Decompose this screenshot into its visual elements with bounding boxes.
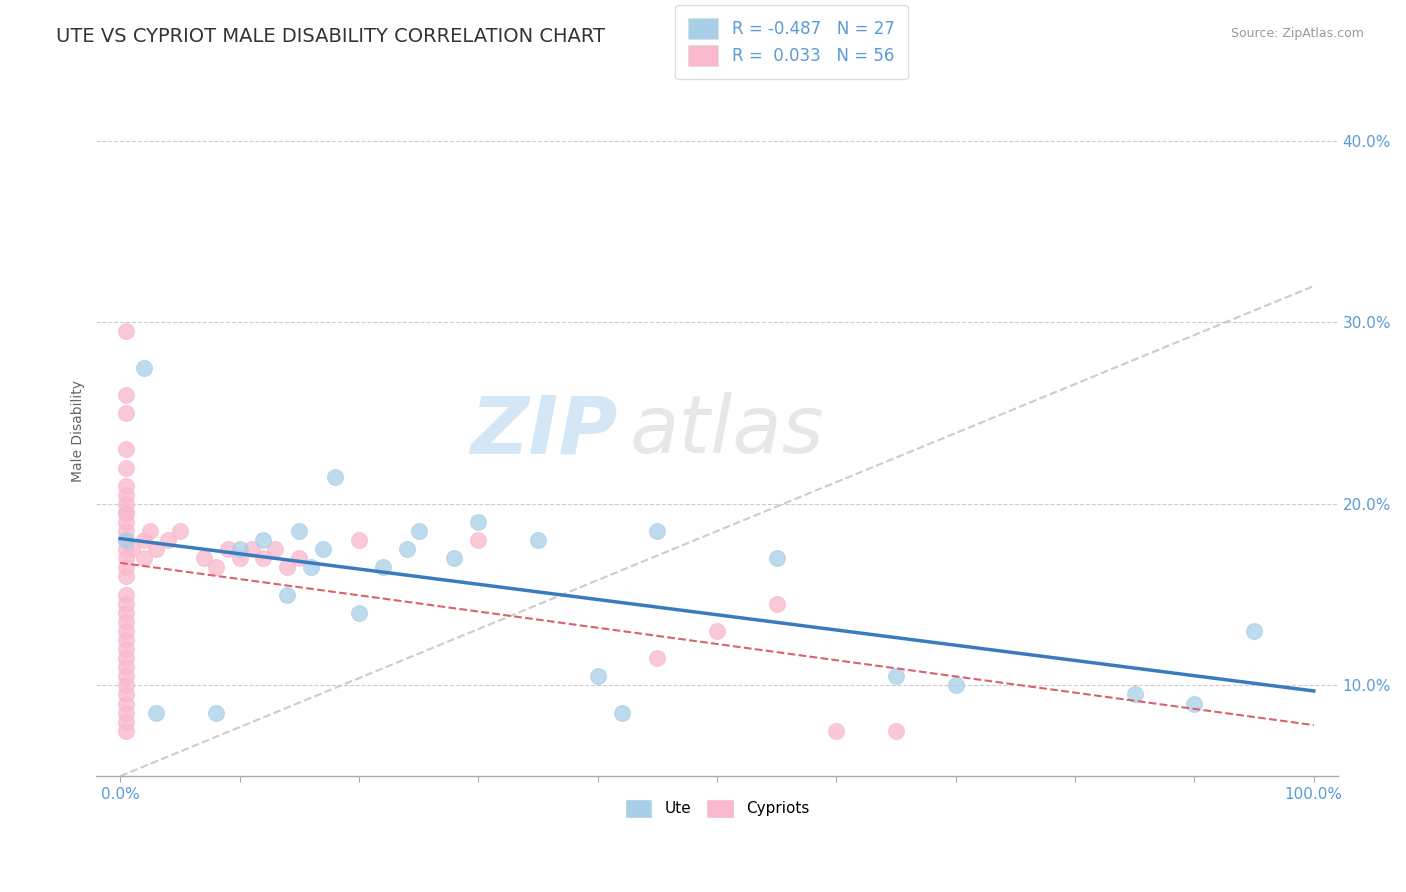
Text: atlas: atlas xyxy=(630,392,825,470)
Point xyxy=(228,551,250,566)
Point xyxy=(115,506,138,520)
Point xyxy=(115,406,138,420)
Point xyxy=(132,551,155,566)
Point xyxy=(1123,688,1146,702)
Point xyxy=(115,488,138,502)
Point xyxy=(443,551,465,566)
Point xyxy=(115,723,138,738)
Text: Source: ZipAtlas.com: Source: ZipAtlas.com xyxy=(1230,27,1364,40)
Point xyxy=(115,325,138,339)
Point xyxy=(156,533,179,548)
Point xyxy=(169,524,191,538)
Point xyxy=(884,669,907,683)
Point xyxy=(115,624,138,638)
Point xyxy=(115,597,138,611)
Point xyxy=(252,533,274,548)
Point xyxy=(408,524,430,538)
Point xyxy=(240,542,263,557)
Point xyxy=(299,560,322,574)
Point xyxy=(264,542,287,557)
Point xyxy=(115,542,138,557)
Point xyxy=(217,542,239,557)
Point xyxy=(115,479,138,493)
Point xyxy=(132,360,155,375)
Point xyxy=(115,615,138,629)
Point xyxy=(145,542,167,557)
Point xyxy=(115,678,138,692)
Y-axis label: Male Disability: Male Disability xyxy=(72,380,86,483)
Point xyxy=(115,642,138,657)
Point xyxy=(347,606,370,620)
Point xyxy=(884,723,907,738)
Point xyxy=(288,524,311,538)
Point xyxy=(121,542,143,557)
Point xyxy=(371,560,394,574)
Point xyxy=(204,706,226,720)
Point xyxy=(115,497,138,511)
Point xyxy=(115,697,138,711)
Point xyxy=(276,560,298,574)
Point xyxy=(204,560,226,574)
Point xyxy=(115,560,138,574)
Point xyxy=(115,551,138,566)
Point xyxy=(115,524,138,538)
Point xyxy=(312,542,335,557)
Point xyxy=(610,706,633,720)
Point xyxy=(115,669,138,683)
Point xyxy=(765,597,787,611)
Legend: Ute, Cypriots: Ute, Cypriots xyxy=(619,793,815,823)
Point xyxy=(115,515,138,529)
Point xyxy=(115,533,138,548)
Point xyxy=(193,551,215,566)
Point xyxy=(323,469,346,483)
Point xyxy=(467,533,489,548)
Point xyxy=(706,624,728,638)
Point xyxy=(115,606,138,620)
Point xyxy=(115,533,138,548)
Point xyxy=(115,706,138,720)
Point xyxy=(1243,624,1265,638)
Point xyxy=(115,688,138,702)
Point xyxy=(115,460,138,475)
Point xyxy=(527,533,550,548)
Point xyxy=(115,714,138,729)
Point xyxy=(145,706,167,720)
Point xyxy=(765,551,787,566)
Point xyxy=(115,633,138,648)
Point xyxy=(347,533,370,548)
Point xyxy=(252,551,274,566)
Text: UTE VS CYPRIOT MALE DISABILITY CORRELATION CHART: UTE VS CYPRIOT MALE DISABILITY CORRELATI… xyxy=(56,27,605,45)
Point xyxy=(115,506,138,520)
Point xyxy=(586,669,609,683)
Point xyxy=(945,678,967,692)
Text: ZIP: ZIP xyxy=(471,392,617,470)
Point xyxy=(115,388,138,402)
Point xyxy=(115,660,138,674)
Point xyxy=(647,524,669,538)
Point xyxy=(228,542,250,557)
Point xyxy=(276,588,298,602)
Point xyxy=(1184,697,1206,711)
Point xyxy=(395,542,418,557)
Point xyxy=(115,588,138,602)
Point xyxy=(288,551,311,566)
Point xyxy=(115,442,138,457)
Point xyxy=(467,515,489,529)
Point xyxy=(132,533,155,548)
Point xyxy=(115,651,138,665)
Point xyxy=(647,651,669,665)
Point xyxy=(825,723,848,738)
Point xyxy=(115,569,138,583)
Point xyxy=(139,524,162,538)
